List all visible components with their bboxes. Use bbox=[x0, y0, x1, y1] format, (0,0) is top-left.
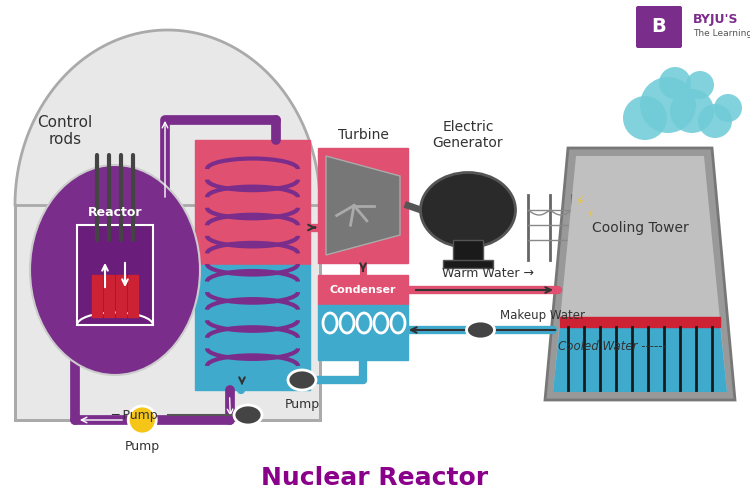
Bar bbox=[318, 305, 408, 360]
Text: Cooled Water ------: Cooled Water ------ bbox=[558, 340, 667, 353]
Bar bbox=[560, 317, 720, 327]
Text: Condenser: Condenser bbox=[330, 285, 396, 295]
Text: ⚡: ⚡ bbox=[576, 195, 585, 208]
Text: Turbine: Turbine bbox=[338, 128, 388, 142]
Bar bbox=[453, 240, 483, 262]
Bar bbox=[443, 260, 493, 268]
Bar bbox=[318, 275, 408, 305]
Bar bbox=[116, 275, 126, 317]
Circle shape bbox=[686, 71, 714, 99]
Bar bbox=[104, 275, 114, 317]
Text: The Learning App: The Learning App bbox=[693, 30, 750, 39]
Bar bbox=[77, 225, 153, 325]
Text: Warm Water →: Warm Water → bbox=[442, 267, 534, 280]
Text: Electric
Generator: Electric Generator bbox=[433, 120, 503, 150]
Bar bbox=[92, 275, 102, 317]
Text: B: B bbox=[652, 17, 666, 37]
Bar bbox=[195, 265, 310, 390]
Circle shape bbox=[623, 96, 667, 140]
Text: Reactor: Reactor bbox=[88, 205, 142, 218]
Text: Control
rods: Control rods bbox=[38, 115, 93, 148]
Text: Nuclear Reactor: Nuclear Reactor bbox=[262, 466, 488, 490]
Polygon shape bbox=[553, 323, 727, 392]
Text: Makeup Water: Makeup Water bbox=[500, 309, 586, 322]
Circle shape bbox=[714, 94, 742, 122]
Text: Cooling Tower: Cooling Tower bbox=[592, 221, 688, 235]
Text: ⚡: ⚡ bbox=[586, 209, 592, 219]
Polygon shape bbox=[553, 156, 727, 392]
Polygon shape bbox=[15, 30, 320, 205]
Polygon shape bbox=[545, 148, 735, 400]
Bar bbox=[318, 148, 408, 263]
Ellipse shape bbox=[234, 405, 262, 425]
Text: Pump: Pump bbox=[124, 440, 160, 453]
Ellipse shape bbox=[466, 321, 494, 339]
Circle shape bbox=[128, 406, 156, 434]
Ellipse shape bbox=[30, 165, 200, 375]
FancyBboxPatch shape bbox=[636, 6, 682, 48]
Circle shape bbox=[670, 89, 714, 133]
Ellipse shape bbox=[421, 172, 515, 248]
Bar bbox=[128, 275, 138, 317]
Text: ─ Pump: ─ Pump bbox=[111, 409, 158, 423]
Ellipse shape bbox=[288, 370, 316, 390]
Bar bbox=[195, 140, 310, 265]
Circle shape bbox=[640, 77, 696, 133]
Text: BYJU'S: BYJU'S bbox=[693, 13, 739, 27]
Circle shape bbox=[659, 67, 691, 99]
Circle shape bbox=[698, 104, 732, 138]
Polygon shape bbox=[326, 156, 400, 255]
Text: Pump: Pump bbox=[284, 398, 320, 411]
Bar bbox=[15, 205, 320, 420]
